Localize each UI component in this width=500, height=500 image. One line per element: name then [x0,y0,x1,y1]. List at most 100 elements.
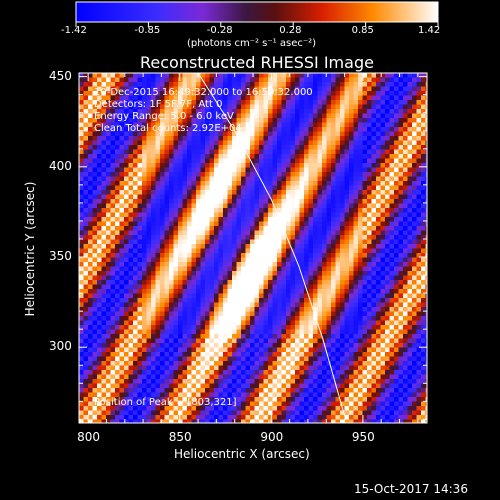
heatmap-cell [128,347,134,353]
heatmap-cell [205,104,210,110]
heatmap-cell [209,320,215,326]
heatmap-cell [317,149,323,155]
heatmap-cell [362,77,368,83]
heatmap-cell [137,145,143,150]
heatmap-cell [403,95,408,101]
heatmap-cell [353,208,359,213]
heatmap-cell [407,248,413,254]
heatmap-cell [92,95,98,101]
heatmap-cell [173,167,179,173]
heatmap-cell [205,86,210,92]
heatmap-cell [380,145,386,150]
heatmap-cell [191,95,197,101]
heatmap-cell [254,226,260,231]
heatmap-cell [272,347,278,353]
heatmap-cell [146,356,152,362]
heatmap-cell [272,253,278,258]
heatmap-cell [425,275,427,281]
heatmap-cell [380,104,386,110]
heatmap-cell [146,266,152,272]
heatmap-cell [416,154,422,159]
heatmap-cell [191,343,197,348]
heatmap-cell [115,338,120,344]
heatmap-cell [164,266,170,272]
heatmap-cell [173,343,179,348]
heatmap-cell [191,208,197,213]
heatmap-cell [335,221,341,227]
heatmap-cell [290,356,296,362]
heatmap-cell [214,136,219,141]
heatmap-cell [362,347,368,353]
heatmap-cell [313,73,318,78]
heatmap-cell [178,73,183,78]
heatmap-cell [344,262,350,267]
heatmap-cell [101,95,107,101]
heatmap-cell [205,266,210,272]
heatmap-cell [407,203,413,209]
heatmap-cell [205,158,210,164]
heatmap-cell [394,140,399,146]
heatmap-cell [281,289,287,294]
heatmap-cell [124,163,129,168]
heatmap-cell [115,149,120,155]
heatmap-cell [182,248,188,254]
heatmap-cell [200,109,206,114]
heatmap-cell [331,145,336,150]
heatmap-cell [299,131,305,137]
heatmap-cell [101,343,107,348]
heatmap-cell [151,86,156,92]
heatmap-cell [250,262,255,267]
heatmap-cell [245,352,251,357]
heatmap-cell [119,181,125,186]
heatmap-cell [164,77,170,83]
heatmap-cell [340,145,345,150]
heatmap-cell [286,73,291,78]
heatmap-cell [376,338,381,344]
heatmap-cell [425,289,427,294]
heatmap-cell [205,334,210,339]
heatmap-cell [124,194,129,200]
heatmap-cell [407,343,413,348]
heatmap-cell [308,190,314,195]
heatmap-cell [151,343,156,348]
heatmap-cell [367,118,372,123]
heatmap-cell [362,73,368,78]
heatmap-cell [236,266,242,272]
heatmap-cell [385,154,390,159]
heatmap-cell [272,127,278,132]
heatmap-cell [79,217,84,222]
heatmap-cell [236,203,242,209]
heatmap-cell [79,140,84,146]
heatmap-cell [254,298,260,303]
heatmap-cell [146,298,152,303]
heatmap-cell [119,154,125,159]
heatmap-cell [254,239,260,245]
heatmap-cell [421,77,426,83]
heatmap-cell [308,352,314,357]
heatmap-cell [128,212,134,218]
heatmap-cell [326,338,332,344]
heatmap-cell [205,154,210,159]
heatmap-cell [250,347,255,353]
heatmap-cell [250,329,255,335]
heatmap-cell [79,127,84,132]
heatmap-cell [290,293,296,299]
heatmap-cell [173,221,179,227]
heatmap-cell [385,284,390,290]
heatmap-cell [398,136,404,141]
heatmap-cell [380,275,386,281]
heatmap-cell [322,262,327,267]
heatmap-cell [421,131,426,137]
heatmap-cell [358,104,363,110]
heatmap-cell [137,203,143,209]
heatmap-cell [164,122,170,128]
heatmap-cell [214,158,219,164]
heatmap-cell [83,320,89,326]
heatmap-cell [241,257,246,263]
heatmap-cell [263,289,269,294]
heatmap-cell [236,86,242,92]
heatmap-cell [209,226,215,231]
heatmap-cell [79,235,84,240]
heatmap-cell [200,298,206,303]
heatmap-cell [272,194,278,200]
